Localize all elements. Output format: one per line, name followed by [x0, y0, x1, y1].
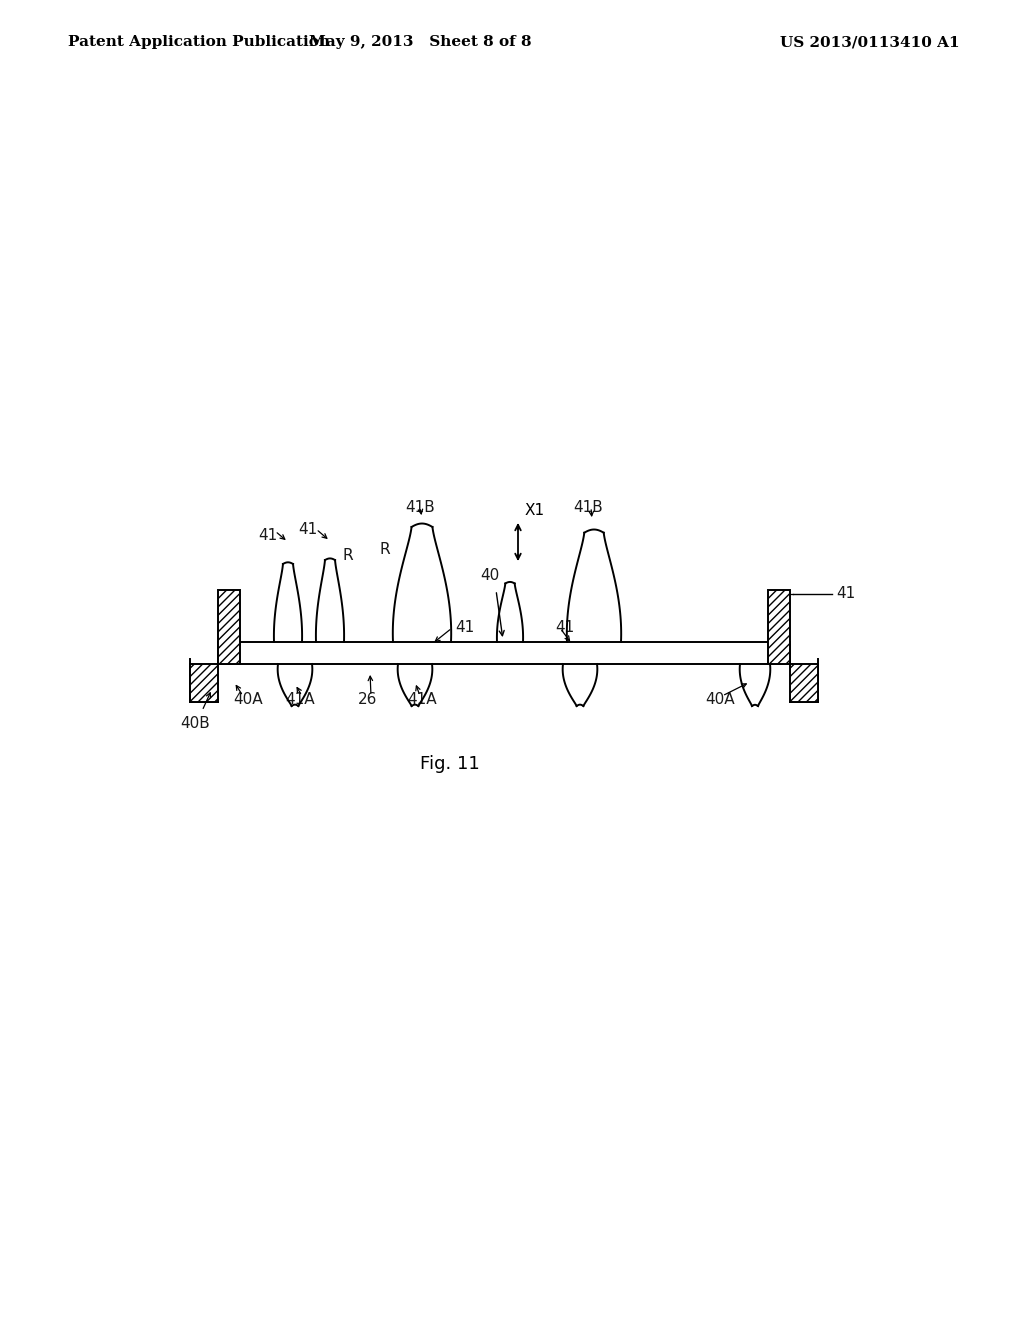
Text: Fig. 11: Fig. 11 [420, 755, 480, 774]
Text: 41B: 41B [573, 500, 603, 516]
Text: 41: 41 [258, 528, 278, 543]
Text: 41A: 41A [286, 693, 314, 708]
Text: 40A: 40A [706, 693, 735, 708]
Text: 40B: 40B [180, 717, 210, 731]
Bar [218, 590, 240, 664]
Text: R: R [343, 548, 353, 562]
Text: 41A: 41A [408, 693, 437, 708]
Text: US 2013/0113410 A1: US 2013/0113410 A1 [780, 36, 961, 49]
Text: 41: 41 [555, 619, 574, 635]
Bar [790, 664, 818, 702]
Text: May 9, 2013   Sheet 8 of 8: May 9, 2013 Sheet 8 of 8 [308, 36, 531, 49]
Bar [190, 664, 218, 702]
Text: 40A: 40A [233, 693, 263, 708]
Text: 26: 26 [358, 693, 378, 708]
Text: 41: 41 [298, 523, 317, 537]
Text: X1: X1 [525, 503, 545, 517]
Text: 41: 41 [836, 586, 855, 602]
Bar [768, 590, 790, 664]
Text: R: R [380, 543, 390, 557]
Text: Patent Application Publication: Patent Application Publication [68, 36, 330, 49]
Text: 41B: 41B [406, 500, 435, 516]
Text: 40: 40 [480, 568, 500, 582]
Bar [218, 642, 790, 664]
Text: 41: 41 [456, 619, 475, 635]
